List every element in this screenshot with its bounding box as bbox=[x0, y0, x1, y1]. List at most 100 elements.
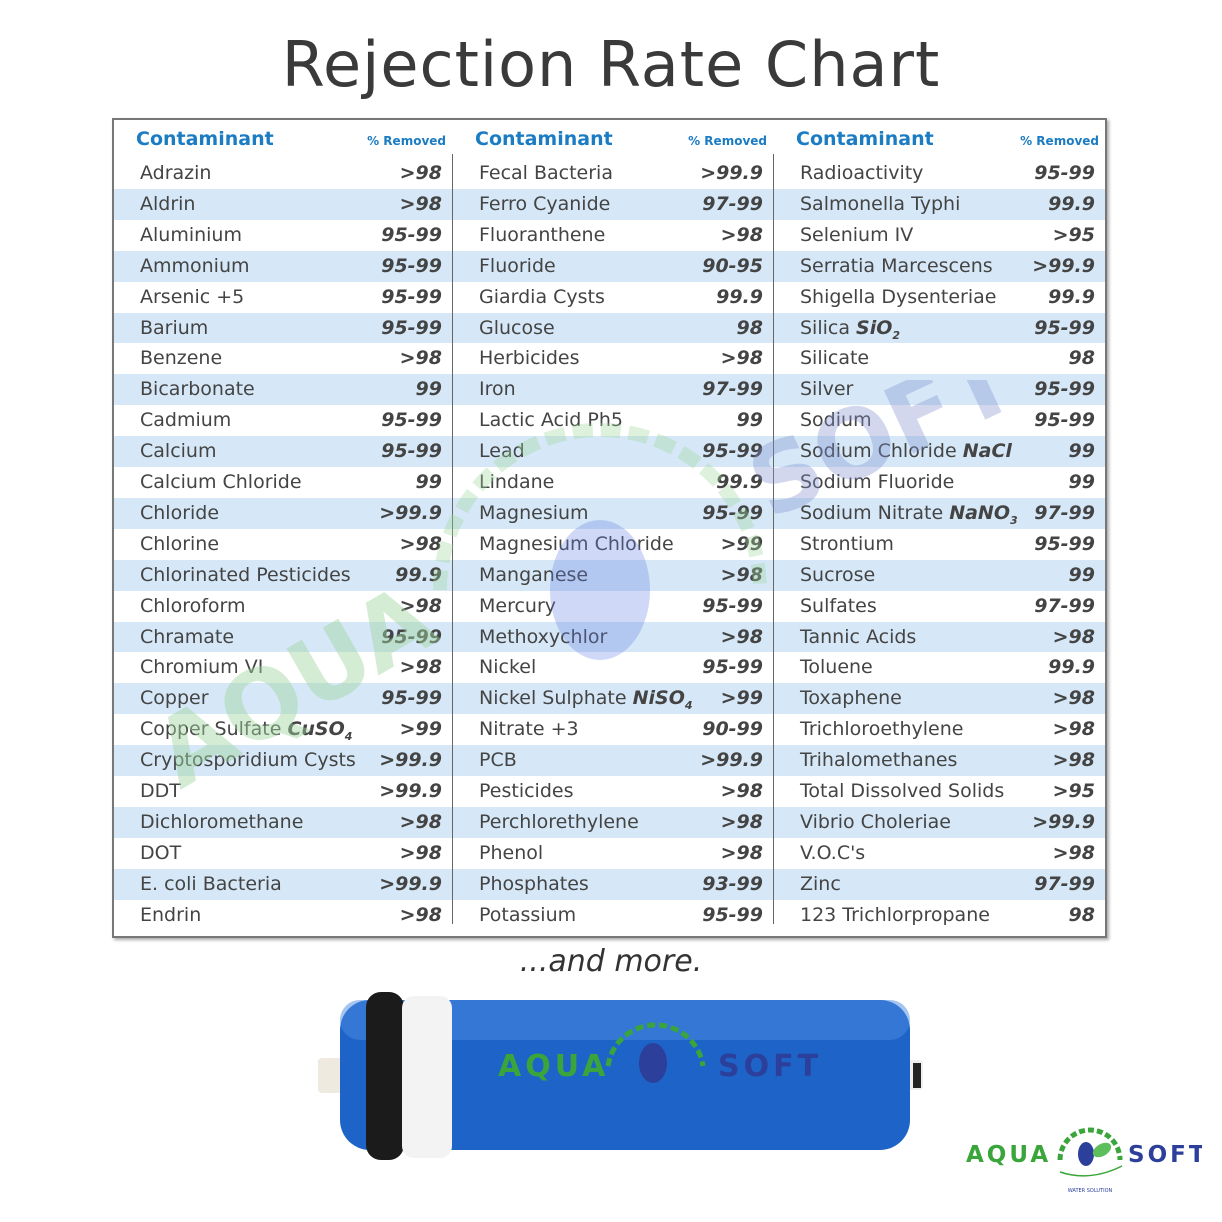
removal-rate: 98 bbox=[736, 316, 763, 339]
removal-rate: >98 bbox=[399, 192, 442, 215]
contaminant-name: Fluoride bbox=[479, 254, 556, 277]
table-row: Lindane 99.9 bbox=[453, 467, 773, 498]
removal-rate: 99.9 bbox=[1048, 285, 1095, 308]
contaminant-name: Radioactivity bbox=[800, 162, 924, 184]
contaminant-name: Magnesium bbox=[479, 501, 589, 524]
contaminant-name: E. coli Bacteria bbox=[140, 872, 282, 895]
removal-rate: >98 bbox=[399, 532, 442, 555]
table-row: Giardia Cysts 99.9 bbox=[453, 282, 773, 313]
removal-rate: >98 bbox=[399, 903, 442, 926]
removal-rate: 90-99 bbox=[702, 718, 763, 741]
contaminant-cell: Lead bbox=[479, 440, 525, 462]
contaminant-cell: Silica SiO2 bbox=[800, 317, 900, 342]
contaminant-cell: Arsenic +5 bbox=[140, 286, 244, 308]
removal-rate: 99 bbox=[415, 378, 442, 401]
table-row: Phenol >98 bbox=[453, 838, 773, 869]
contaminant-cell: Benzene bbox=[140, 347, 222, 369]
table-row: Adrazin >98 bbox=[114, 158, 452, 189]
table-row: Selenium IV >95 bbox=[774, 220, 1105, 251]
removal-rate: 95-99 bbox=[1034, 316, 1095, 339]
logo-tagline: WATER SOLUTION bbox=[1068, 1188, 1113, 1194]
contaminant-name: Giardia Cysts bbox=[479, 285, 605, 308]
table-row: Trihalomethanes >98 bbox=[774, 745, 1105, 776]
contaminant-name: Silicate bbox=[800, 347, 870, 370]
contaminant-name: Pesticides bbox=[479, 780, 574, 802]
table-row: Glucose 98 bbox=[453, 312, 773, 344]
chemical-formula: CuSO4 bbox=[287, 718, 352, 743]
table-row: Sulfates 97-99 bbox=[774, 591, 1105, 622]
leaf-icon bbox=[1092, 1142, 1112, 1158]
removal-rate: 99.9 bbox=[716, 471, 763, 493]
table-row: Total Dissolved Solids >95 bbox=[774, 776, 1105, 807]
contaminant-cell: Potassium bbox=[479, 904, 576, 926]
table-row: Potassium 95-99 bbox=[453, 900, 773, 931]
contaminant-cell: Selenium IV bbox=[800, 224, 913, 246]
contaminant-name: Dichloromethane bbox=[140, 810, 304, 833]
contaminant-cell: Chlorine bbox=[140, 533, 219, 555]
contaminant-header: Contaminant bbox=[796, 128, 934, 150]
table-row: Calcium 95-99 bbox=[114, 436, 452, 467]
contaminant-name: Benzene bbox=[140, 347, 223, 370]
contaminant-cell: Chramate bbox=[140, 626, 234, 648]
table-row: Ammonium 95-99 bbox=[114, 250, 452, 282]
table-row: Magnesium Chloride >99 bbox=[453, 529, 773, 560]
contaminant-cell: Lindane bbox=[479, 471, 554, 493]
removal-rate: 95-99 bbox=[381, 440, 442, 463]
contaminant-name: Magnesium Chloride bbox=[479, 532, 674, 555]
removal-rate: 95-99 bbox=[702, 501, 763, 524]
contaminant-cell: Ferro Cyanide bbox=[479, 193, 610, 215]
removed-header: % Removed bbox=[1020, 134, 1099, 148]
contaminant-name: Calcium bbox=[140, 440, 217, 463]
removal-rate: 99.9 bbox=[716, 285, 763, 308]
table-row: Sodium 95-99 bbox=[774, 405, 1105, 436]
contaminant-cell: Methoxychlor bbox=[479, 626, 607, 648]
contaminant-name: Serratia Marcescens bbox=[800, 254, 993, 277]
contaminant-name: Salmonella Typhi bbox=[800, 192, 961, 215]
table-row: Sodium Chloride NaCl 99 bbox=[774, 436, 1105, 467]
removal-rate: >95 bbox=[1052, 223, 1095, 246]
hand-icon bbox=[1059, 1165, 1123, 1177]
removal-rate: >98 bbox=[720, 625, 763, 648]
contaminant-header: Contaminant bbox=[475, 128, 613, 150]
table-row: Aluminium 95-99 bbox=[114, 220, 452, 251]
contaminant-name: Vibrio Choleriae bbox=[800, 810, 951, 833]
removal-rate: >98 bbox=[720, 841, 763, 864]
removal-rate: 95-99 bbox=[702, 594, 763, 617]
contaminant-cell: Radioactivity bbox=[800, 162, 923, 184]
removal-rate: >98 bbox=[399, 162, 442, 184]
contaminant-cell: Mercury bbox=[479, 595, 556, 617]
contaminant-name: Toluene bbox=[800, 656, 873, 679]
table-row: Magnesium 95-99 bbox=[453, 497, 773, 529]
contaminant-cell: Calcium bbox=[140, 440, 216, 462]
removal-rate: 93-99 bbox=[702, 872, 763, 895]
contaminant-name: Chloride bbox=[140, 501, 220, 524]
table-row: Chromium VI >98 bbox=[114, 652, 452, 683]
table-row: Fluoride 90-95 bbox=[453, 250, 773, 282]
table-row: Lead 95-99 bbox=[453, 436, 773, 467]
contaminant-cell: Trihalomethanes bbox=[800, 749, 957, 771]
table-row: Cadmium 95-99 bbox=[114, 405, 452, 436]
removal-rate: 95-99 bbox=[381, 285, 442, 308]
table-row: Tannic Acids >98 bbox=[774, 621, 1105, 653]
contaminant-name: Phenol bbox=[479, 841, 544, 864]
contaminant-cell: Chloroform bbox=[140, 595, 246, 617]
and-more-caption: ...and more. bbox=[519, 944, 703, 979]
table-column-1: Contaminant% Removed Adrazin >98 Aldrin >98 A… bbox=[114, 120, 452, 936]
contaminant-name: Sulfates bbox=[800, 594, 877, 617]
formula-subscript: 3 bbox=[1009, 513, 1018, 527]
contaminant-cell: Silicate bbox=[800, 347, 869, 369]
contaminant-cell: Trichloroethylene bbox=[800, 718, 963, 740]
contaminant-cell: Shigella Dysenteriae bbox=[800, 286, 996, 308]
removal-rate: >95 bbox=[1052, 780, 1095, 802]
removal-rate: 99.9 bbox=[395, 563, 442, 586]
contaminant-name: Manganese bbox=[479, 563, 589, 586]
table-row: Nitrate +3 90-99 bbox=[453, 714, 773, 745]
table-row: Strontium 95-99 bbox=[774, 529, 1105, 560]
removal-rate: 99 bbox=[1068, 440, 1095, 463]
removal-rate: >99 bbox=[720, 687, 763, 710]
contaminant-name: Aldrin bbox=[140, 192, 196, 215]
formula-text: SiO bbox=[856, 316, 893, 339]
contaminant-name: Sodium Fluoride bbox=[800, 471, 955, 493]
removal-rate: 99 bbox=[1068, 563, 1095, 586]
contaminant-cell: Cadmium bbox=[140, 409, 231, 431]
